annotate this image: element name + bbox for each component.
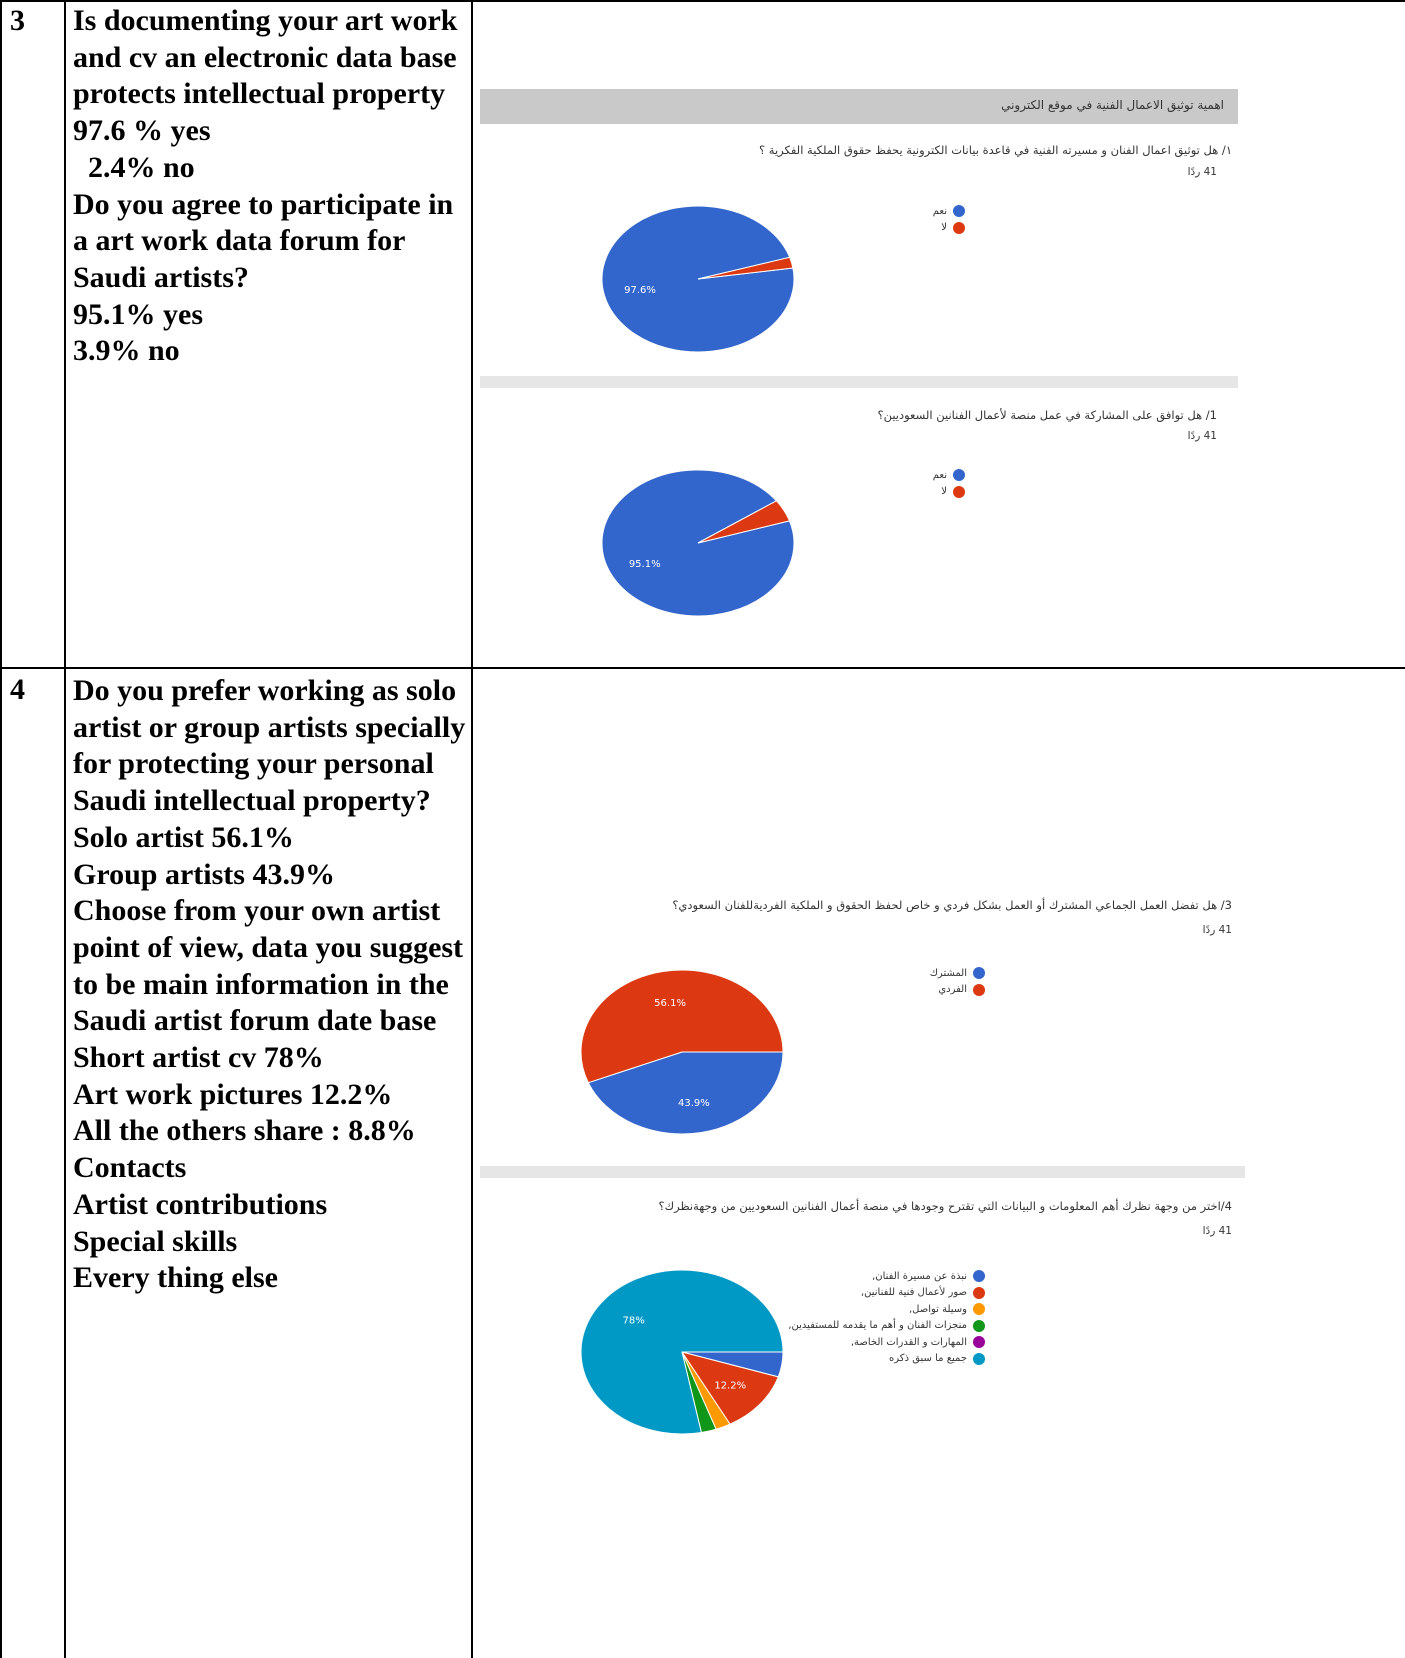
row-number: 3	[10, 4, 25, 37]
pie-chart: 97.6%	[601, 205, 795, 353]
pie-slice	[697, 500, 791, 544]
row-text: Do you prefer working as solo artist or …	[73, 673, 468, 1297]
legend-item: لا	[933, 220, 965, 237]
pie-slice	[697, 256, 794, 280]
pie-slice	[580, 1269, 784, 1435]
legend-label: جميع ما سبق ذكره	[889, 1353, 967, 1365]
paragraph: 2.4% no	[73, 150, 195, 184]
question-title: 1/ هل توافق على المشاركة في عمل منصة لأع…	[877, 408, 1217, 422]
legend-label: الفردي	[938, 984, 967, 996]
pie-slice-label: 78%	[623, 1316, 645, 1327]
pie-chart: 95.1%	[601, 469, 795, 617]
paragraph: Choose from your own artist point of vie…	[73, 894, 471, 1038]
question-title: 4/اختر من وجهة نظرك أهم المعلومات و البي…	[658, 1199, 1232, 1213]
paragraph: Do you agree to participate in a art wor…	[73, 187, 461, 294]
legend-item: وسيلة تواصل,	[788, 1301, 985, 1318]
paragraph: 3.9% no	[73, 334, 180, 368]
row-text: Is documenting your art work and cv an e…	[73, 3, 468, 370]
legend-item: المشترك	[930, 965, 985, 982]
legend-item: لا	[933, 484, 965, 501]
paragraph: Contacts	[73, 1151, 187, 1185]
paragraph: Short artist cv 78%	[73, 1041, 324, 1075]
pie-chart: 43.9% 56.1%	[580, 969, 784, 1135]
legend-label: صور لأعمال فنية للفنانين,	[860, 1287, 967, 1299]
legend-dot	[973, 967, 985, 980]
legend-dot	[973, 1303, 985, 1316]
paragraph: 97.6 % yes	[73, 114, 211, 148]
legend-dot	[953, 469, 965, 482]
paragraph: Do you prefer working as solo artist or …	[73, 674, 473, 818]
legend-label: وسيلة تواصل,	[908, 1303, 967, 1315]
pie-slice-label: 97.6%	[624, 285, 656, 296]
chart-legend: المشترك الفردي	[930, 965, 985, 998]
legend-label: نبذة عن مسيرة الفنان,	[872, 1270, 967, 1282]
legend-item: نعم	[933, 467, 965, 484]
pie-slice-label: 56.1%	[654, 998, 686, 1009]
legend-dot	[973, 1352, 985, 1365]
table-border-top	[0, 0, 1405, 2]
legend-item: الفردي	[930, 982, 985, 999]
section-separator	[480, 376, 1238, 388]
pie-slice-label: 12.2%	[714, 1380, 746, 1391]
chart-legend: نعم لا	[933, 467, 965, 500]
paragraph: Is documenting your art work and cv an e…	[73, 4, 465, 111]
legend-item: نبذة عن مسيرة الفنان,	[788, 1268, 985, 1285]
response-count: 41 ردًا	[1187, 166, 1217, 178]
pie-slice	[580, 969, 784, 1084]
chart-legend: نعم لا	[933, 203, 965, 236]
legend-label: منجزات الفنان و أهم ما يقدمه للمستفيدين,	[788, 1320, 967, 1332]
table-col-divider-1	[64, 0, 66, 1658]
section-header-title: اهمية توثيق الاعمال الفنية في موقع الكتر…	[1001, 98, 1224, 112]
pie-slice-label: 43.9%	[678, 1098, 710, 1109]
legend-dot	[973, 1286, 985, 1299]
legend-dot	[953, 205, 965, 218]
legend-label: لا	[941, 222, 947, 234]
legend-dot	[953, 221, 965, 234]
question-title: ١/ هل توثيق اعمال الفنان و مسيرته الفنية…	[759, 143, 1232, 157]
paragraph: Solo artist 56.1%	[73, 820, 294, 854]
form-section-header: اهمية توثيق الاعمال الفنية في موقع الكتر…	[480, 89, 1238, 124]
paragraph: Every thing else	[73, 1261, 278, 1295]
paragraph: Group artists 43.9%	[73, 857, 335, 891]
paragraph: Artist contributions	[73, 1187, 328, 1221]
legend-label: نعم	[932, 205, 947, 217]
legend-dot	[973, 983, 985, 996]
legend-label: المشترك	[929, 967, 967, 979]
legend-item: المهارات و القدرات الخاصة,	[788, 1334, 985, 1351]
legend-item: نعم	[933, 203, 965, 220]
table-col-divider-2	[471, 0, 473, 1658]
paragraph: 95.1% yes	[73, 297, 203, 331]
legend-label: لا	[941, 486, 947, 498]
legend-dot	[973, 1270, 985, 1283]
response-count: 41 ردًا	[1187, 430, 1217, 442]
table-border-left	[0, 0, 2, 1658]
legend-label: المهارات و القدرات الخاصة,	[850, 1336, 967, 1348]
legend-item: منجزات الفنان و أهم ما يقدمه للمستفيدين,	[788, 1318, 985, 1335]
pie-slice	[680, 1351, 779, 1425]
pie-chart: 12.2% 78%	[580, 1269, 784, 1435]
legend-dot	[973, 1336, 985, 1349]
legend-dot	[973, 1319, 985, 1332]
question-title: 3/ هل تفضل العمل الجماعي المشترك أو العم…	[672, 898, 1232, 912]
chart-legend: نبذة عن مسيرة الفنان, صور لأعمال فنية لل…	[788, 1268, 985, 1367]
row-number: 4	[10, 673, 25, 706]
paragraph: Special skills	[73, 1224, 238, 1258]
response-count: 41 ردًا	[1202, 924, 1232, 936]
response-count: 41 ردًا	[1202, 1225, 1232, 1237]
legend-dot	[953, 485, 965, 498]
legend-item: جميع ما سبق ذكره	[788, 1351, 985, 1368]
section-separator	[480, 1166, 1245, 1178]
paragraph: All the others share : 8.8%	[73, 1114, 416, 1148]
legend-item: صور لأعمال فنية للفنانين,	[788, 1285, 985, 1302]
paragraph: Art work pictures 12.2%	[73, 1077, 393, 1111]
legend-label: نعم	[932, 469, 947, 481]
pie-slice	[587, 1051, 784, 1135]
table-row-divider	[0, 667, 1405, 669]
pie-slice-label: 95.1%	[629, 559, 661, 570]
